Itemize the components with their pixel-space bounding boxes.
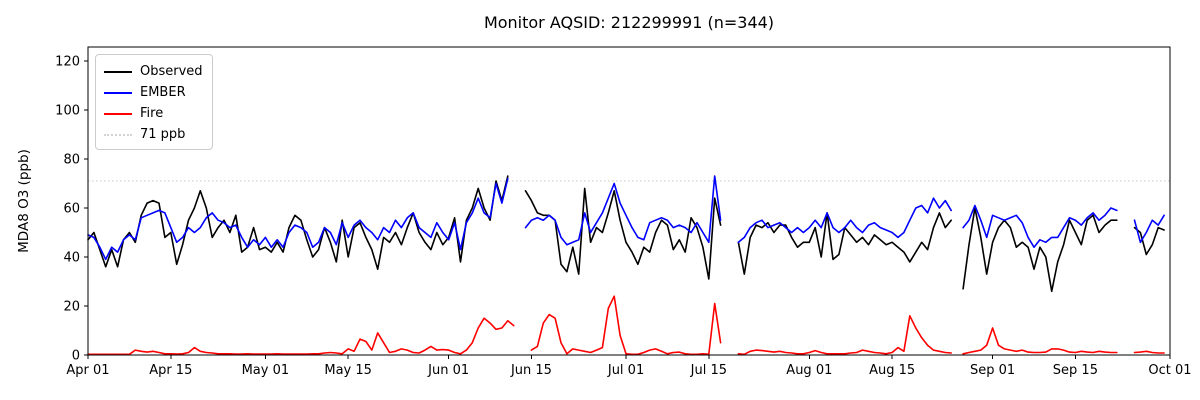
x-tick-label: Jun 15 bbox=[510, 363, 552, 378]
x-tick-label: Jul 15 bbox=[690, 363, 727, 378]
series-observed-line bbox=[87, 175, 1165, 293]
x-tick-label: May 01 bbox=[242, 363, 290, 378]
legend-item-fire: Fire bbox=[104, 103, 212, 124]
x-tick-label: May 15 bbox=[324, 363, 372, 378]
y-tick-label: 20 bbox=[63, 299, 80, 314]
y-tick-label: 60 bbox=[63, 201, 80, 216]
y-tick-label: 100 bbox=[55, 103, 80, 118]
y-tick-label: 80 bbox=[63, 152, 80, 167]
legend-line-sample bbox=[104, 70, 132, 73]
x-tick-label: Aug 15 bbox=[869, 363, 915, 378]
series-fire-line bbox=[87, 295, 1165, 356]
legend-line-sample bbox=[104, 91, 132, 94]
y-tick-label: 40 bbox=[63, 250, 80, 265]
y-tick-label: 120 bbox=[55, 54, 80, 69]
x-tick-label: Apr 15 bbox=[149, 363, 192, 378]
x-tick-label: Jul 01 bbox=[607, 363, 644, 378]
x-tick-label: Aug 01 bbox=[786, 363, 832, 378]
series-ember-line bbox=[87, 175, 1165, 261]
chart-title: Monitor AQSID: 212299991 (n=344) bbox=[483, 13, 775, 32]
y-axis-label: MDA8 O3 (ppb) bbox=[16, 149, 32, 253]
legend-label: Observed bbox=[140, 64, 203, 79]
legend-line-sample bbox=[104, 112, 132, 115]
y-tick-label: 0 bbox=[72, 349, 80, 364]
plot-frame bbox=[87, 46, 1171, 356]
legend-label: Fire bbox=[140, 106, 164, 121]
x-tick-label: Apr 01 bbox=[66, 363, 109, 378]
x-tick-label: Jun 01 bbox=[427, 363, 469, 378]
legend-label: 71 ppb bbox=[140, 127, 186, 142]
legend: Observed EMBER Fire 71 ppb bbox=[95, 54, 213, 150]
legend-item-ember: EMBER bbox=[104, 82, 212, 103]
legend-item-71-ppb: 71 ppb bbox=[104, 124, 212, 145]
x-tick-label: Sep 01 bbox=[970, 363, 1015, 378]
x-tick-label: Oct 01 bbox=[1148, 363, 1191, 378]
x-tick-label: Sep 15 bbox=[1053, 363, 1098, 378]
legend-item-observed: Observed bbox=[104, 61, 212, 82]
legend-line-sample bbox=[104, 133, 132, 136]
legend-label: EMBER bbox=[140, 85, 186, 100]
